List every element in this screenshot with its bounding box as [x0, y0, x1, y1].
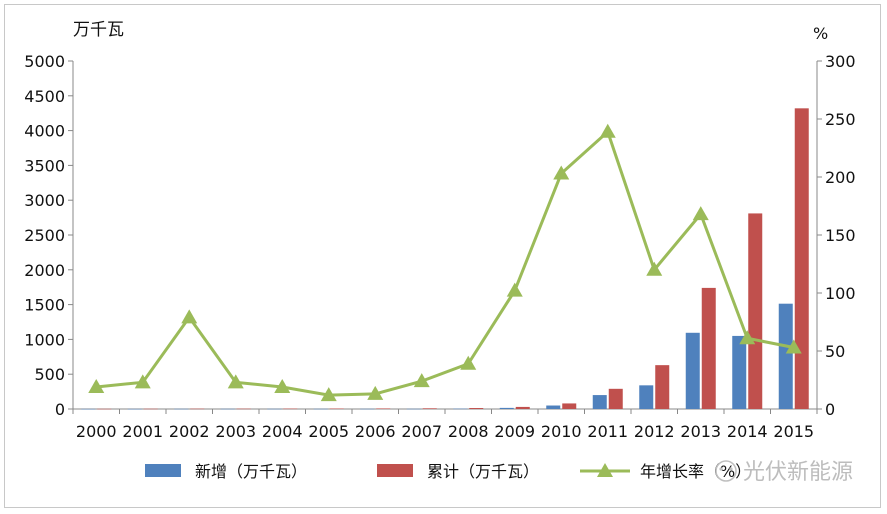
y-tick-label-right: 50: [825, 342, 845, 361]
y-tick-label-right: 0: [825, 400, 835, 419]
x-tick-label: 2007: [401, 422, 442, 441]
y-tick-label-right: 250: [825, 110, 856, 129]
y-tick-label-right: 100: [825, 284, 856, 303]
growth-marker: [367, 385, 384, 400]
chart-svg: 0500100015002000250030003500400045005000…: [24, 20, 856, 485]
bar-new: [313, 408, 328, 410]
legend-swatch: [377, 464, 413, 477]
bar-cumulative: [329, 408, 344, 410]
growth-marker: [274, 378, 291, 393]
y-tick-label-left: 2000: [24, 261, 65, 280]
y-tick-label-left: 1500: [24, 296, 65, 315]
bar-cumulative: [608, 388, 623, 409]
x-tick-label: 2004: [262, 422, 303, 441]
growth-marker: [506, 282, 523, 297]
x-tick-label: 2002: [169, 422, 210, 441]
legend-marker: [597, 463, 613, 477]
growth-marker: [227, 374, 244, 389]
y-tick-label-left: 4000: [24, 122, 65, 141]
x-tick-label: 2008: [448, 422, 489, 441]
y-tick-label-left: 1000: [24, 330, 65, 349]
y-tick-label-right: 200: [825, 168, 856, 187]
legend-label: 新增（万千瓦）: [195, 462, 307, 481]
x-tick-label: 2001: [122, 422, 163, 441]
legend-label: 累计（万千瓦）: [427, 462, 539, 481]
bar-cumulative: [97, 408, 112, 410]
bar-cumulative: [469, 408, 484, 409]
growth-marker: [599, 123, 616, 138]
chart-frame: 0 500 1000 1500 2000 2500 3000 3500 4000 4500 5000…: [4, 4, 881, 508]
y-right-unit: %: [813, 24, 828, 43]
growth-marker: [88, 378, 105, 393]
bar-new: [453, 408, 468, 410]
bar-cumulative: [515, 406, 530, 409]
x-tick-label: 2003: [215, 422, 256, 441]
y-tick-label-left: 3000: [24, 191, 65, 210]
growth-marker: [739, 330, 756, 345]
watermark-text: 光伏新能源: [743, 460, 853, 485]
y-tick-label-left: 2500: [24, 226, 65, 245]
legend-label: 年增长率（%）: [640, 462, 751, 481]
growth-marker: [692, 206, 709, 221]
growth-marker: [646, 261, 663, 276]
growth-marker: [553, 165, 570, 180]
x-tick-label: 2009: [494, 422, 535, 441]
growth-marker: [413, 373, 430, 388]
wechat-icon: [715, 460, 737, 482]
bar-cumulative: [143, 408, 158, 410]
bar-new: [267, 408, 282, 410]
watermark: 光伏新能源: [715, 460, 853, 485]
bar-cumulative: [236, 408, 251, 410]
growth-marker: [785, 339, 802, 354]
growth-marker: [181, 309, 198, 324]
growth-marker: [320, 387, 337, 402]
x-tick-label: 2006: [355, 422, 396, 441]
bar-new: [499, 407, 514, 409]
x-tick-label: 2000: [76, 422, 117, 441]
x-tick-label: 2015: [773, 422, 814, 441]
bar-new: [546, 405, 561, 409]
bar-cumulative: [794, 108, 809, 409]
y-tick-label-left: 4500: [24, 87, 65, 106]
y-tick-label-left: 0: [55, 400, 65, 419]
bar-cumulative: [701, 287, 716, 409]
y-tick-label-left: 5000: [24, 52, 65, 71]
y-tick-label-left: 500: [34, 365, 65, 384]
x-tick-label: 2010: [541, 422, 582, 441]
y-tick-label-left: 3500: [24, 156, 65, 175]
y-tick-label-right: 150: [825, 226, 856, 245]
bar-new: [81, 408, 96, 410]
bar-cumulative: [190, 408, 205, 410]
growth-marker: [134, 374, 151, 389]
y-left-unit: 万千瓦: [73, 20, 124, 40]
legend-swatch: [145, 464, 181, 477]
bar-cumulative: [655, 365, 670, 409]
bar-new: [174, 408, 189, 410]
bar-cumulative: [376, 408, 391, 409]
bar-new: [732, 335, 747, 409]
bar-new: [778, 303, 793, 409]
bar-new: [360, 408, 375, 410]
bar-new: [127, 408, 142, 410]
bar-cumulative: [283, 408, 298, 410]
bar-cumulative: [422, 408, 437, 409]
bar-cumulative: [562, 403, 577, 409]
x-tick-label: 2014: [727, 422, 768, 441]
x-tick-label: 2012: [634, 422, 675, 441]
growth-line: [96, 129, 795, 397]
bar-new: [592, 395, 607, 409]
x-tick-label: 2005: [308, 422, 349, 441]
bar-new: [406, 408, 421, 410]
x-tick-label: 2011: [587, 422, 628, 441]
y-tick-label-right: 300: [825, 52, 856, 71]
bar-new: [685, 332, 700, 409]
bar-cumulative: [748, 213, 763, 409]
x-tick-label: 2013: [680, 422, 721, 441]
bar-new: [639, 385, 654, 409]
bar-new: [220, 408, 235, 410]
growth-marker: [460, 355, 477, 370]
